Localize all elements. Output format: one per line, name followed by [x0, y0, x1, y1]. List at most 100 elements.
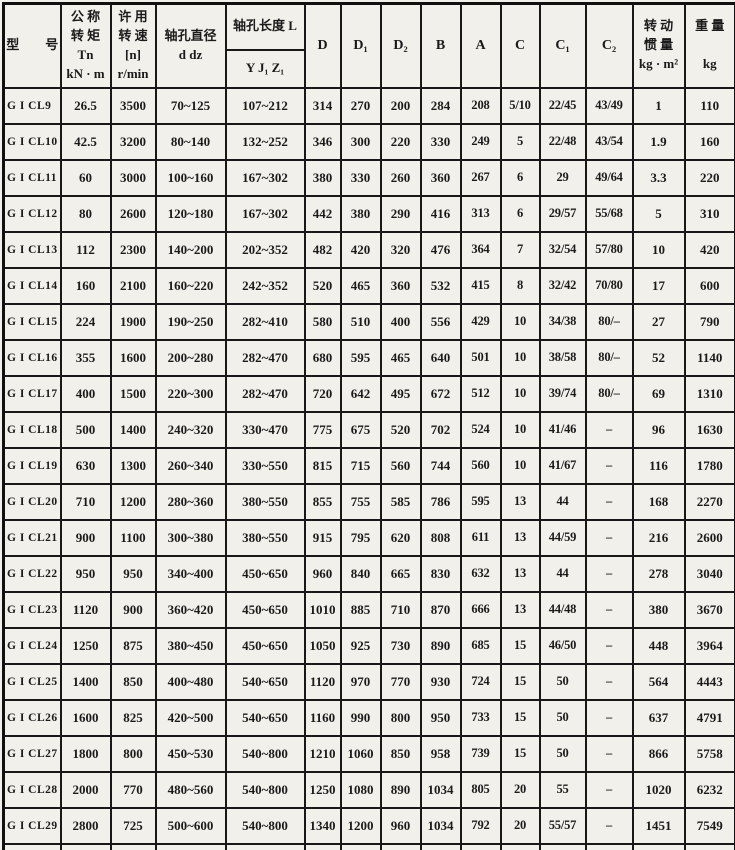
cell-speed: 850	[109, 662, 157, 701]
cell-A: 685	[459, 626, 502, 665]
cell-D: 346	[303, 122, 342, 161]
cell-C2: 49/64	[584, 158, 634, 197]
cell-bore-diameter: 500~600	[154, 806, 227, 845]
header-bore-length-sub: Y J₁ Z₁	[224, 48, 306, 89]
cell-A: 501	[459, 338, 502, 377]
cell-bore-diameter: 140~200	[154, 230, 227, 269]
cell-weight: 1140	[683, 338, 735, 377]
cell-D1: 885	[339, 590, 382, 629]
cell-C2: –	[584, 554, 634, 593]
cell-model: G I CL28	[2, 770, 62, 809]
cell-D2: 290	[379, 194, 422, 233]
cell-D: 1210	[303, 734, 342, 773]
cell-weight: 220	[683, 158, 735, 197]
cell-C: 10	[499, 374, 541, 413]
cell-C: 20	[499, 842, 541, 850]
header-D2: D₂	[379, 2, 422, 89]
cell-C: 10	[499, 338, 541, 377]
cell-speed: 770	[109, 770, 157, 809]
cell-B: 416	[419, 194, 462, 233]
cell-weight: 2270	[683, 482, 735, 521]
cell-D: 482	[303, 230, 342, 269]
cell-C2: –	[584, 482, 634, 521]
cell-inertia: 448	[631, 626, 686, 665]
cell-A: 739	[459, 734, 502, 773]
cell-A: 429	[459, 302, 502, 341]
cell-D1: 330	[339, 158, 382, 197]
cell-weight: 3670	[683, 590, 735, 629]
cell-bore-diameter: 70~125	[154, 86, 227, 125]
cell-inertia: 1	[631, 86, 686, 125]
cell-speed: 3500	[109, 86, 157, 125]
cell-bore-length: 540~650	[224, 662, 306, 701]
table-row: G I CL28 2000 770 480~560 540~800 1250 1…	[2, 770, 735, 809]
cell-D2: 665	[379, 554, 422, 593]
header-B: B	[419, 2, 462, 89]
cell-model: G I CL21	[2, 518, 62, 557]
cell-C: 20	[499, 806, 541, 845]
cell-torque: 2000	[59, 770, 112, 809]
cell-bore-length: 540~800	[224, 770, 306, 809]
cell-B: 1050	[419, 842, 462, 850]
cell-D1: 642	[339, 374, 382, 413]
cell-D1: 970	[339, 662, 382, 701]
cell-C2: –	[584, 770, 634, 809]
cell-bore-length: 282~410	[224, 302, 306, 341]
cell-D1: 270	[339, 86, 382, 125]
cell-speed: 2300	[109, 230, 157, 269]
cell-model: G I CL22	[2, 554, 62, 593]
cell-D: 380	[303, 158, 342, 197]
cell-C2: 80/–	[584, 338, 634, 377]
cell-C2: –	[584, 626, 634, 665]
cell-C1: 50	[538, 662, 587, 701]
cell-A: 249	[459, 122, 502, 161]
cell-D2: 620	[379, 518, 422, 557]
cell-D1: 1240	[339, 842, 382, 850]
cell-D1: 420	[339, 230, 382, 269]
cell-C1: 32/42	[538, 266, 587, 305]
cell-D: 1010	[303, 590, 342, 629]
cell-B: 1034	[419, 806, 462, 845]
cell-A: 313	[459, 194, 502, 233]
cell-A: 806	[459, 842, 502, 850]
cell-D: 815	[303, 446, 342, 485]
cell-C2: 57/80	[584, 230, 634, 269]
cell-C: 20	[499, 770, 541, 809]
cell-D1: 795	[339, 518, 382, 557]
cell-bore-length: 450~650	[224, 554, 306, 593]
cell-inertia: 69	[631, 374, 686, 413]
cell-D1: 755	[339, 482, 382, 521]
cell-D1: 380	[339, 194, 382, 233]
cell-torque: 224	[59, 302, 112, 341]
cell-bore-length: 540~800	[224, 806, 306, 845]
cell-torque: 950	[59, 554, 112, 593]
cell-A: 805	[459, 770, 502, 809]
cell-inertia: 17	[631, 266, 686, 305]
cell-torque: 60	[59, 158, 112, 197]
cell-bore-length: 680~800	[224, 842, 306, 850]
cell-C: 15	[499, 698, 541, 737]
cell-weight: 1780	[683, 446, 735, 485]
cell-speed: 1500	[109, 374, 157, 413]
cell-C1: 50	[538, 698, 587, 737]
cell-D2: 400	[379, 302, 422, 341]
cell-bore-diameter: 120~180	[154, 194, 227, 233]
cell-inertia: 27	[631, 302, 686, 341]
cell-D1: 925	[339, 626, 382, 665]
cell-D: 855	[303, 482, 342, 521]
cell-C1: 44	[538, 554, 587, 593]
cell-A: 524	[459, 410, 502, 449]
header-C: C	[499, 2, 541, 89]
cell-bore-diameter: 100~160	[154, 158, 227, 197]
cell-D2: 1005	[379, 842, 422, 850]
cell-D: 720	[303, 374, 342, 413]
table-row: G I CL15 224 1900 190~250 282~410 580 51…	[2, 302, 735, 341]
cell-bore-diameter: 380~450	[154, 626, 227, 665]
cell-weight: 7549	[683, 806, 735, 845]
cell-bore-length: 167~302	[224, 158, 306, 197]
cell-C: 13	[499, 482, 541, 521]
header-inertia: 转 动 惯 量 kg · m²	[631, 2, 686, 89]
cell-torque: 1250	[59, 626, 112, 665]
cell-C: 5/10	[499, 86, 541, 125]
cell-model: G I CL23	[2, 590, 62, 629]
